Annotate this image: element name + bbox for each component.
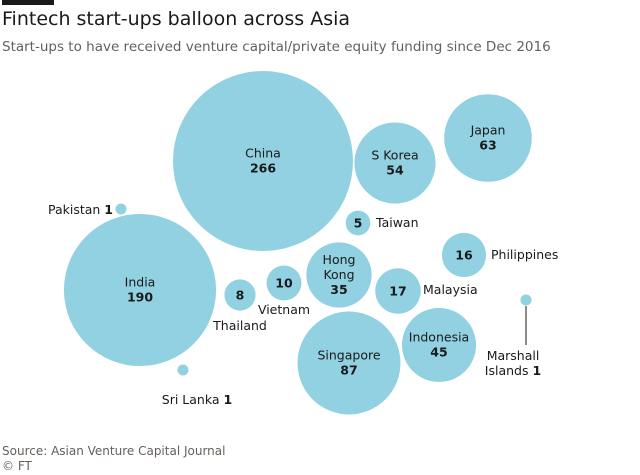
bubble-value-thailand: 8 <box>236 288 245 303</box>
bubble-label-sri-lanka: Sri Lanka 1 <box>162 392 232 407</box>
bubble-label-hong-kong: Hong <box>323 252 356 267</box>
bubble-japan <box>444 94 532 182</box>
bubble-singapore <box>297 311 401 415</box>
bubble-value-philippines: 16 <box>455 248 473 263</box>
bubble-value-india: 190 <box>127 290 153 305</box>
bubble-taiwan <box>345 210 371 236</box>
bubble-label-philippines: Philippines <box>491 247 558 262</box>
chart-title: Fintech start-ups balloon across Asia <box>2 8 351 30</box>
bubble-india <box>63 213 217 367</box>
bubble-label-india: India <box>125 275 156 290</box>
bubble-label-china: China <box>245 146 281 161</box>
bubble-value-japan: 63 <box>479 138 496 153</box>
bubble-label-taiwan: Taiwan <box>375 215 419 230</box>
bubble-vietnam <box>266 265 302 301</box>
bubble-marshall-islands <box>520 294 532 306</box>
bubble-value-sri-lanka: 1 <box>224 392 233 407</box>
bubble-label-marshall-islands: Marshall <box>487 348 540 363</box>
bubble-label-indonesia: Indonesia <box>409 330 469 345</box>
bubble-philippines <box>441 232 487 278</box>
bubble-label-japan: Japan <box>470 123 506 138</box>
bubble-label-pakistan: Pakistan 1 <box>48 202 113 217</box>
bubble-label-marshall-islands: Islands 1 <box>485 363 541 378</box>
ft-credit: © FT <box>2 459 32 473</box>
bubble-value-vietnam: 10 <box>275 276 293 291</box>
bubble-label-vietnam: Vietnam <box>258 302 310 317</box>
bubble-indonesia <box>401 307 477 383</box>
bubble-value-hong-kong: 35 <box>330 282 347 297</box>
bubble-label-thailand: Thailand <box>212 318 267 333</box>
bubble-label-malaysia: Malaysia <box>423 282 478 297</box>
bubble-label-singapore: Singapore <box>317 348 380 363</box>
bubble-hong-kong <box>306 242 372 308</box>
bubble-value-marshall-islands: 1 <box>532 363 541 378</box>
bubble-thailand <box>224 279 256 311</box>
bubble-value-pakistan: 1 <box>104 202 113 217</box>
bubble-value-taiwan: 5 <box>354 216 363 231</box>
bubble-label-hong-kong: Kong <box>323 267 354 282</box>
bubble-value-china: 266 <box>250 161 276 176</box>
bubble-label-s-korea: S Korea <box>371 148 418 163</box>
header-rule <box>2 0 54 5</box>
bubble-s-korea <box>354 122 436 204</box>
bubble-value-singapore: 87 <box>340 363 357 378</box>
bubble-china <box>173 71 353 251</box>
bubble-sri-lanka <box>177 364 189 376</box>
bubble-value-malaysia: 17 <box>389 284 406 299</box>
chart-subtitle: Start-ups to have received venture capit… <box>2 39 551 55</box>
source-note: Source: Asian Venture Capital Journal <box>2 444 226 458</box>
bubble-value-s-korea: 54 <box>386 163 404 178</box>
bubble-value-indonesia: 45 <box>430 345 447 360</box>
bubble-malaysia <box>375 268 421 314</box>
bubble-pakistan <box>115 203 127 215</box>
